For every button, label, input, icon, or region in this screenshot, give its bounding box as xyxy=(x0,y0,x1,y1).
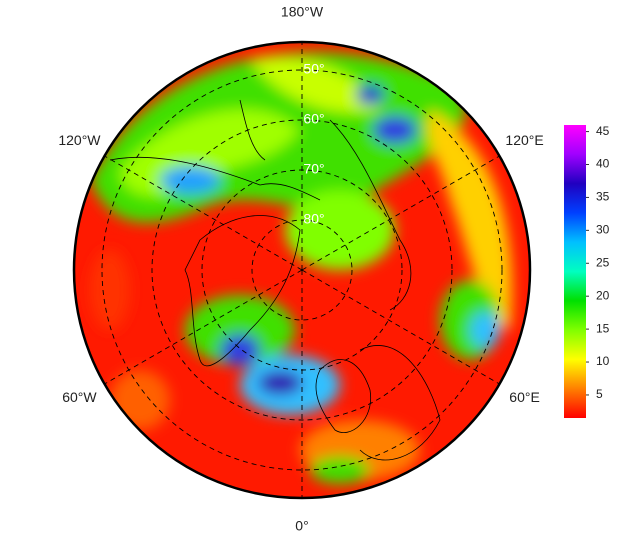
latitude-label: 60° xyxy=(303,111,324,127)
colorbar-tick-label: 15 xyxy=(596,321,610,335)
colorbar-tick-label: 10 xyxy=(596,354,610,368)
colorbar-tick-label: 25 xyxy=(596,255,610,269)
meridian xyxy=(104,269,303,385)
longitude-label: 60°W xyxy=(62,389,97,405)
colorbar: 5 10 15 20 25 30 35 40 45 xyxy=(564,124,610,418)
longitude-label: 180°W xyxy=(281,4,324,20)
colorbar-tick-label: 30 xyxy=(596,223,610,237)
latitude-circle xyxy=(151,119,453,421)
colorbar-tick-label: 5 xyxy=(596,387,603,401)
labels: 50° 60° 70° 80° 180°W 120°E 60°E 0° 60°W 120°W xyxy=(58,4,543,534)
colorbar-scale xyxy=(564,125,586,418)
colorbar-tick-label: 35 xyxy=(596,190,610,204)
latitude-label: 80° xyxy=(303,211,324,227)
latitude-label: 70° xyxy=(303,161,324,177)
meridian xyxy=(301,155,500,271)
longitude-label: 60°E xyxy=(509,389,540,405)
map-border xyxy=(72,40,532,500)
graticule xyxy=(101,42,503,498)
colorbar-tick-label: 40 xyxy=(596,157,610,171)
field xyxy=(74,42,530,498)
latitude-label: 50° xyxy=(303,61,324,77)
colorbar-tick-label: 20 xyxy=(596,288,610,302)
latitude-circle xyxy=(101,69,503,471)
longitude-label: 120°W xyxy=(58,132,101,148)
meridian xyxy=(104,155,303,271)
coastlines xyxy=(109,99,441,461)
longitude-label: 0° xyxy=(295,518,308,534)
meridian xyxy=(301,269,500,385)
longitude-label: 120°E xyxy=(505,132,543,148)
colorbar-tick-label: 45 xyxy=(596,124,610,138)
